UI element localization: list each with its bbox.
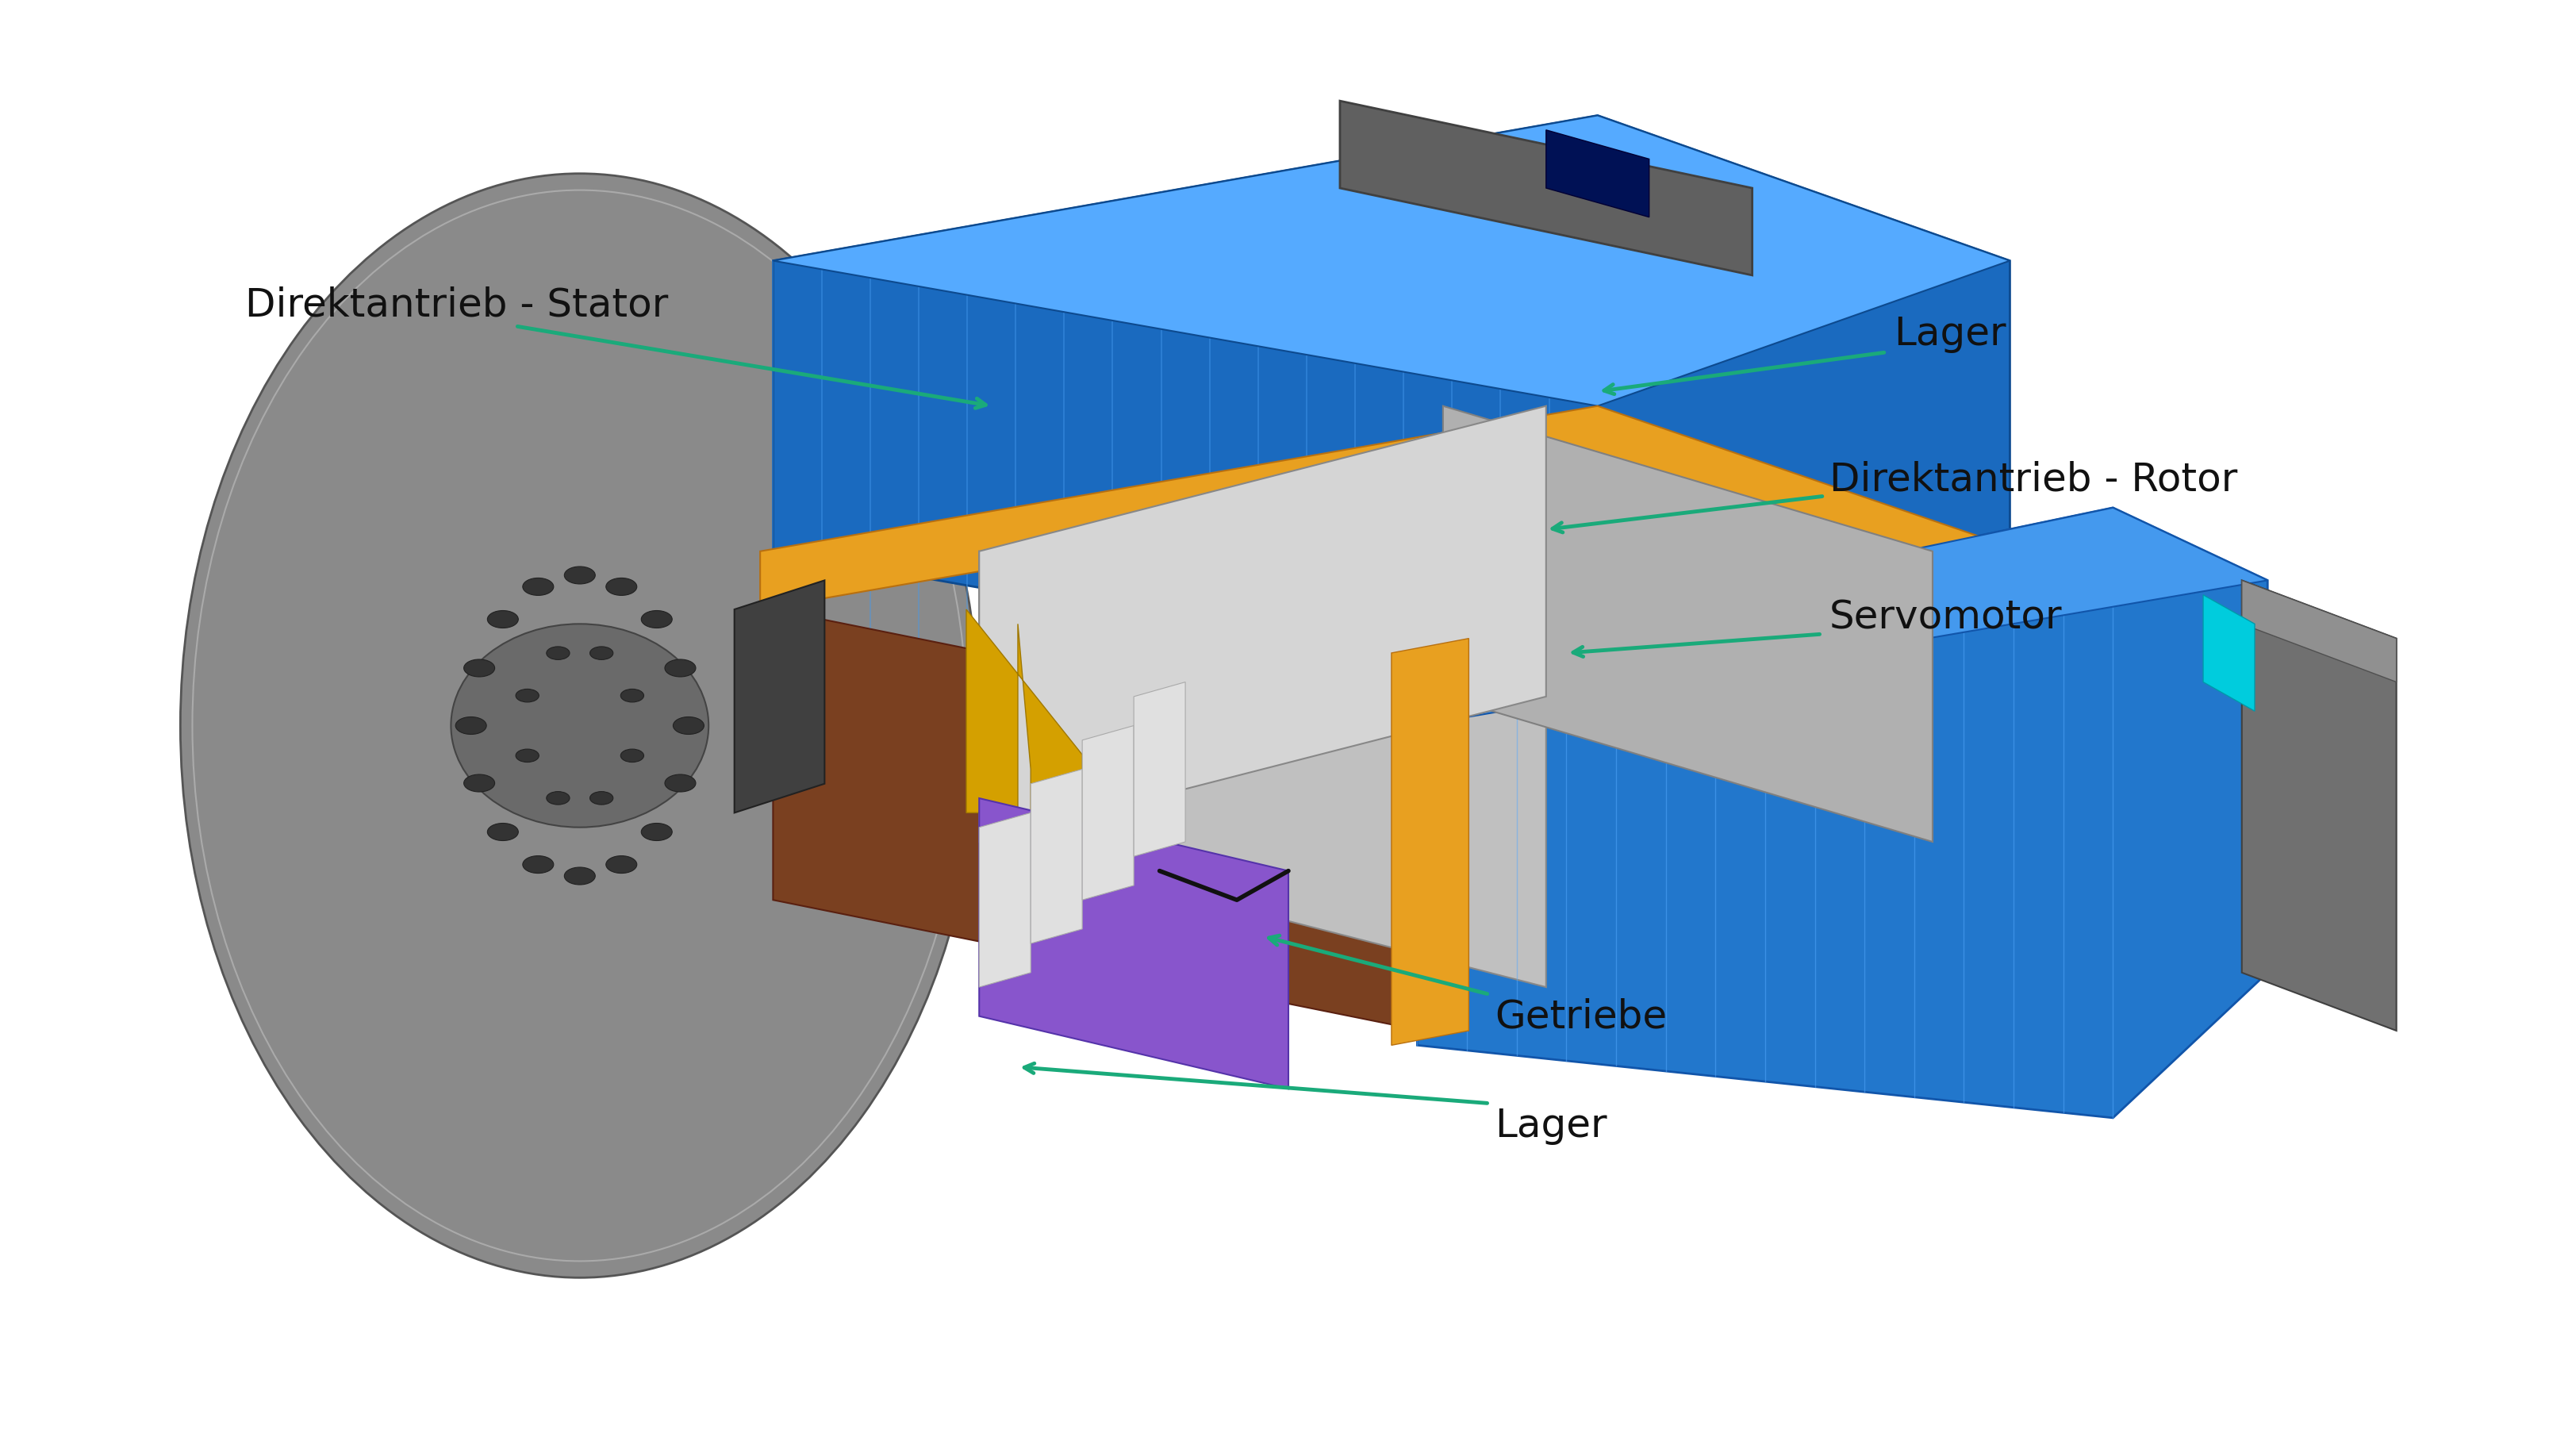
Polygon shape	[773, 116, 2009, 407]
Polygon shape	[2241, 581, 2396, 1031]
Polygon shape	[1133, 682, 1185, 857]
Ellipse shape	[665, 775, 696, 793]
Polygon shape	[1030, 770, 1082, 944]
Polygon shape	[1417, 508, 2267, 726]
Ellipse shape	[487, 611, 518, 629]
Polygon shape	[773, 116, 2009, 697]
Ellipse shape	[487, 823, 518, 841]
Ellipse shape	[546, 648, 569, 661]
Polygon shape	[1082, 726, 1133, 900]
Ellipse shape	[621, 749, 644, 762]
Ellipse shape	[641, 611, 672, 629]
Ellipse shape	[605, 578, 636, 595]
Ellipse shape	[665, 659, 696, 677]
Polygon shape	[1417, 508, 2267, 1118]
Ellipse shape	[515, 749, 538, 762]
Ellipse shape	[590, 791, 613, 804]
Polygon shape	[1391, 639, 1468, 1045]
Text: Lager: Lager	[1494, 1106, 1607, 1144]
Ellipse shape	[180, 174, 979, 1278]
Ellipse shape	[451, 624, 708, 828]
Ellipse shape	[564, 566, 595, 585]
Ellipse shape	[464, 775, 495, 793]
Ellipse shape	[546, 791, 569, 804]
Text: Lager: Lager	[1893, 315, 2007, 353]
Polygon shape	[979, 813, 1030, 987]
Polygon shape	[979, 552, 1546, 987]
Text: Direktantrieb - Stator: Direktantrieb - Stator	[245, 286, 667, 324]
Polygon shape	[760, 407, 2022, 610]
Polygon shape	[734, 581, 824, 813]
Polygon shape	[979, 799, 1288, 1089]
Ellipse shape	[672, 717, 703, 735]
Polygon shape	[979, 407, 1546, 842]
Ellipse shape	[590, 648, 613, 661]
Polygon shape	[2241, 581, 2396, 682]
Polygon shape	[1443, 407, 1932, 842]
Ellipse shape	[464, 659, 495, 677]
Text: Direktantrieb - Rotor: Direktantrieb - Rotor	[1829, 460, 2236, 498]
Polygon shape	[773, 610, 1494, 1045]
Ellipse shape	[641, 823, 672, 841]
Ellipse shape	[605, 857, 636, 874]
Text: Getriebe: Getriebe	[1494, 998, 1667, 1035]
Polygon shape	[1340, 102, 1752, 276]
Ellipse shape	[564, 867, 595, 886]
Ellipse shape	[456, 717, 487, 735]
Polygon shape	[966, 610, 1082, 973]
Polygon shape	[1546, 131, 1649, 218]
Ellipse shape	[523, 857, 554, 874]
Polygon shape	[2202, 595, 2254, 711]
Text: Servomotor: Servomotor	[1829, 598, 2061, 636]
Ellipse shape	[515, 690, 538, 703]
Ellipse shape	[523, 578, 554, 595]
Ellipse shape	[621, 690, 644, 703]
